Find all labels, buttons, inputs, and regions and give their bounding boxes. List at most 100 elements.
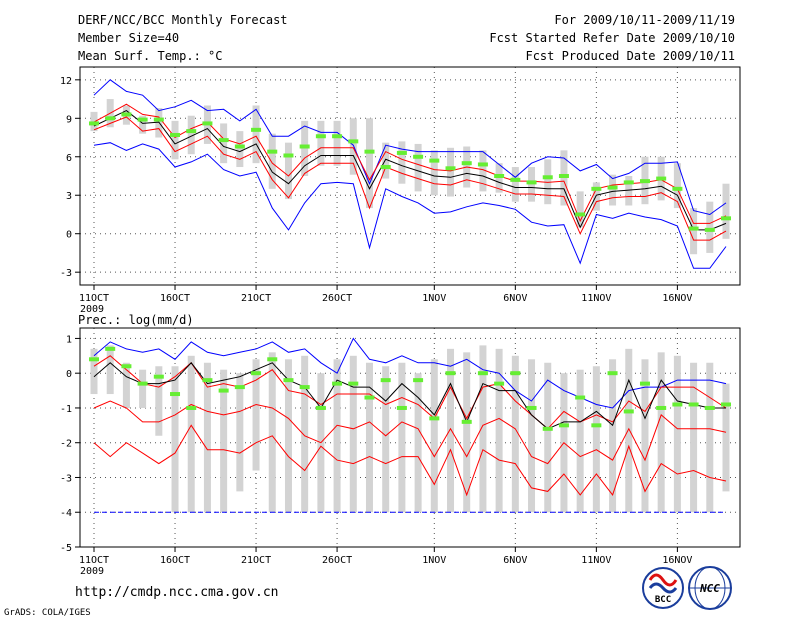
precip-range-bar-40 bbox=[722, 383, 730, 492]
precip-marker-4 bbox=[137, 381, 148, 386]
temp-marker-30 bbox=[558, 174, 569, 178]
precip-range-bar-28 bbox=[528, 359, 536, 513]
temp-range-bar-10 bbox=[236, 131, 244, 168]
precip-ytick-label-2: -3 bbox=[60, 473, 72, 484]
precip-ytick-label-5: 0 bbox=[66, 369, 72, 380]
precip-marker-32 bbox=[591, 423, 602, 428]
precip-marker-2 bbox=[105, 346, 116, 351]
temp-range-bar-39 bbox=[706, 201, 714, 253]
precip-range-bar-39 bbox=[706, 362, 714, 513]
precip-marker-14 bbox=[299, 385, 310, 390]
temp-range-bar-17 bbox=[349, 118, 357, 175]
bcc-logo-text: BCC bbox=[655, 595, 671, 605]
precip-range-bar-33 bbox=[609, 359, 617, 513]
temp-range-bar-12 bbox=[268, 133, 276, 189]
temp-range-bar-22 bbox=[430, 150, 438, 196]
temp-marker-23 bbox=[445, 166, 456, 171]
precip-range-bar-31 bbox=[576, 369, 584, 513]
temp-marker-10 bbox=[234, 144, 245, 149]
temp-marker-1 bbox=[89, 121, 99, 126]
temp-series-upper bbox=[93, 103, 727, 224]
precip-marker-22 bbox=[429, 416, 440, 421]
precip-range-bar-7 bbox=[187, 355, 195, 513]
temp-range-bar-19 bbox=[382, 142, 390, 179]
temp-marker-9 bbox=[218, 138, 229, 143]
precip-marker-1 bbox=[89, 357, 99, 362]
temp-marker-17 bbox=[348, 139, 359, 144]
precip-panel-label: Prec.: log(mm/d) bbox=[78, 313, 194, 327]
precip-range-bar-24 bbox=[463, 352, 471, 513]
precip-marker-28 bbox=[526, 405, 537, 410]
precip-marker-31 bbox=[575, 395, 586, 400]
precip-range-bar-32 bbox=[592, 366, 600, 513]
precip-range-bar-8 bbox=[203, 362, 211, 513]
precip-xtick-label-1: 16OCT bbox=[160, 555, 190, 566]
grads-credit: GrADS: COLA/IGES bbox=[4, 608, 91, 618]
precip-xtick-label-5: 6NOV bbox=[503, 555, 527, 566]
precip-marker-38 bbox=[688, 402, 699, 407]
precip-marker-40 bbox=[721, 402, 731, 407]
precip-ytick-label-0: -5 bbox=[60, 543, 72, 554]
precip-series-upper bbox=[93, 355, 727, 430]
precip-xtick-label-2: 21OCT bbox=[241, 555, 271, 566]
temp-marker-12 bbox=[267, 149, 278, 154]
temp-marker-40 bbox=[721, 216, 731, 221]
temp-range-bar-7 bbox=[187, 115, 195, 155]
precip-marker-24 bbox=[461, 419, 472, 424]
temp-marker-24 bbox=[461, 161, 472, 166]
precip-marker-29 bbox=[542, 426, 553, 431]
precip-range-bar-6 bbox=[171, 366, 179, 513]
precip-marker-18 bbox=[364, 395, 375, 400]
temp-ytick-label-1: 0 bbox=[66, 230, 72, 241]
precip-range-bar-26 bbox=[495, 348, 503, 513]
precip-range-bar-16 bbox=[333, 359, 341, 513]
precip-marker-21 bbox=[413, 378, 424, 383]
precip-range-bar-12 bbox=[268, 352, 276, 513]
temp-range-bar-6 bbox=[171, 120, 179, 160]
temp-range-bar-32 bbox=[592, 182, 600, 211]
precip-marker-33 bbox=[607, 371, 618, 376]
precip-range-bar-5 bbox=[155, 366, 163, 436]
temp-marker-33 bbox=[607, 185, 618, 190]
precip-range-bar-1 bbox=[90, 348, 98, 395]
precip-year-label: 2009 bbox=[80, 566, 104, 577]
temp-range-bar-38 bbox=[690, 208, 698, 255]
temp-xtick-label-6: 11NOV bbox=[581, 293, 611, 304]
precip-series-lower bbox=[93, 400, 727, 465]
precip-marker-16 bbox=[332, 381, 343, 386]
temp-marker-13 bbox=[283, 153, 294, 158]
precip-marker-20 bbox=[396, 405, 407, 410]
temp-marker-7 bbox=[186, 129, 197, 134]
source-url[interactable]: http://cmdp.ncc.cma.gov.cn bbox=[75, 585, 279, 600]
temp-marker-36 bbox=[656, 176, 667, 181]
temp-marker-37 bbox=[672, 186, 683, 191]
precip-range-bar-19 bbox=[382, 366, 390, 513]
header-title: DERF/NCC/BCC Monthly Forecast bbox=[78, 13, 288, 27]
header-member-size: Member Size=40 bbox=[78, 31, 179, 45]
precip-frame bbox=[79, 327, 741, 548]
temp-marker-29 bbox=[542, 175, 553, 180]
precip-range-bar-13 bbox=[284, 359, 292, 513]
precip-marker-37 bbox=[672, 402, 683, 407]
temp-series-min bbox=[93, 142, 727, 269]
temp-range-bar-4 bbox=[139, 115, 147, 134]
precip-range-bar-4 bbox=[139, 369, 147, 408]
bcc-logo: BCC bbox=[642, 567, 684, 609]
temp-xtick-label-1: 16OCT bbox=[160, 293, 190, 304]
precip-range-bar-27 bbox=[511, 355, 519, 513]
precip-marker-9 bbox=[218, 388, 229, 393]
header-produced-date: Fcst Produced Date 2009/10/11 bbox=[525, 49, 735, 63]
temp-marker-39 bbox=[704, 227, 715, 232]
temp-range-bar-21 bbox=[414, 143, 422, 192]
ncc-logo-text: NCC bbox=[699, 582, 720, 595]
precip-series-min bbox=[93, 424, 727, 497]
header-variable: Mean Surf. Temp.: °C bbox=[78, 49, 223, 63]
temp-marker-27 bbox=[510, 177, 521, 182]
precip-range-bar-36 bbox=[657, 352, 665, 513]
precip-series-mean bbox=[93, 362, 726, 430]
temp-xtick-label-0: 11OCT bbox=[79, 293, 109, 304]
precip-ytick-label-1: -4 bbox=[60, 508, 72, 519]
temp-marker-4 bbox=[137, 117, 148, 122]
temp-marker-2 bbox=[105, 116, 116, 121]
